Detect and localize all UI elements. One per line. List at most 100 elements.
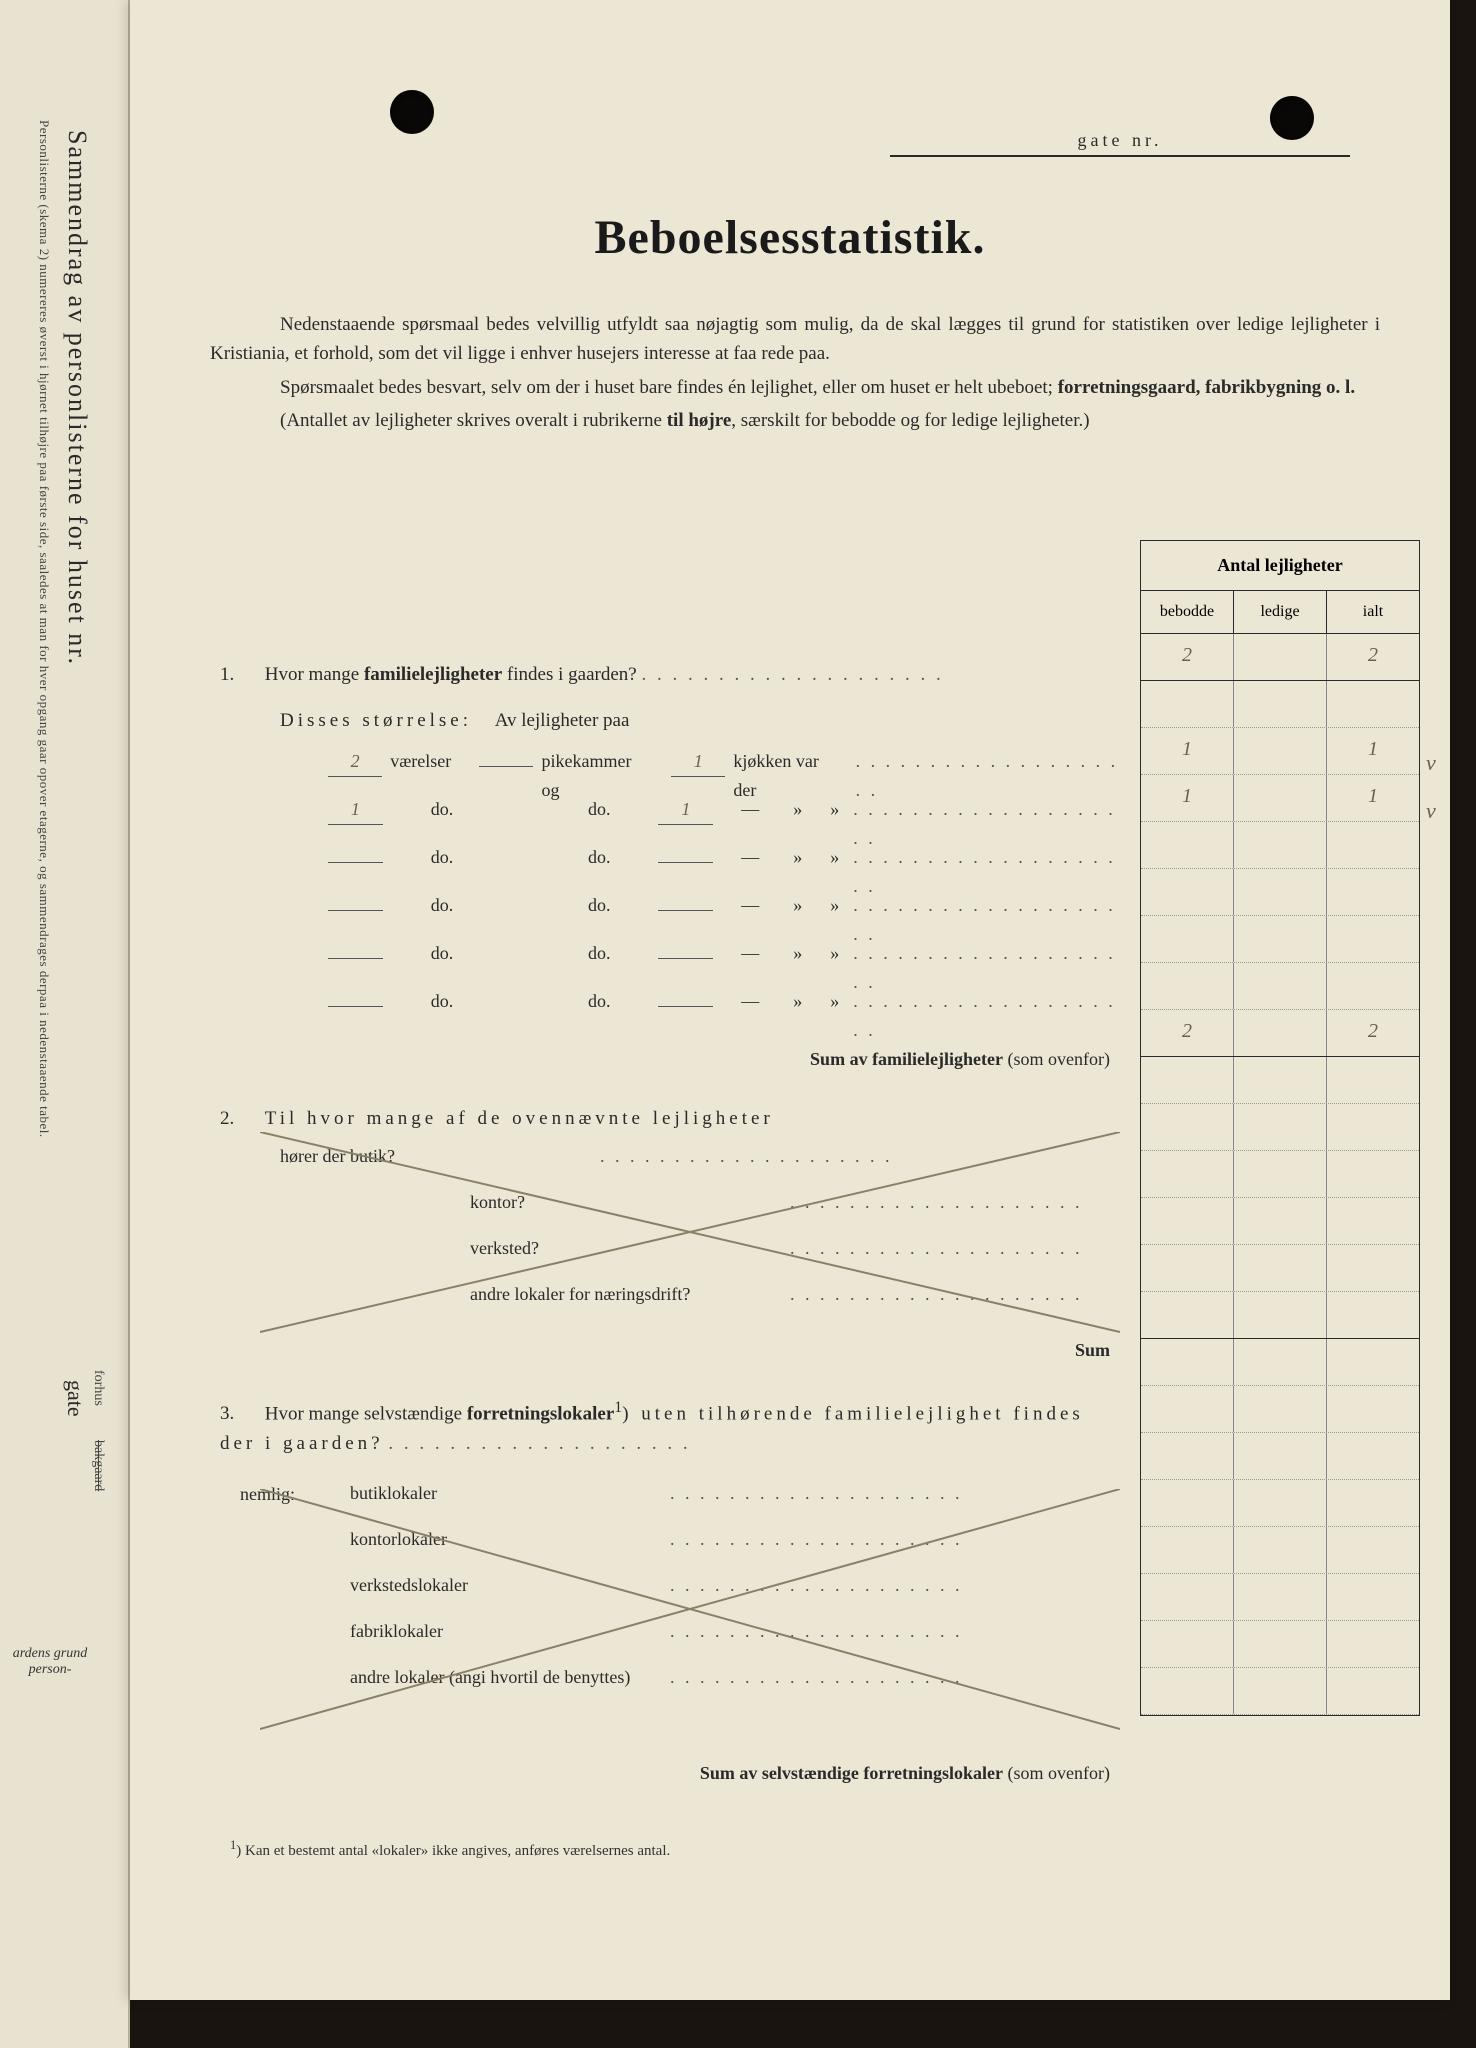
table-row xyxy=(1141,681,1419,728)
table-cell xyxy=(1141,963,1234,1009)
table-cell xyxy=(1234,1057,1327,1103)
table-cell xyxy=(1234,634,1327,680)
table-cell: 1 xyxy=(1141,728,1234,774)
table-cell xyxy=(1141,916,1234,962)
table-cell xyxy=(1141,1198,1234,1244)
table-cell: 1 xyxy=(1327,728,1419,774)
table-cell xyxy=(1234,869,1327,915)
table-row xyxy=(1141,1386,1419,1433)
table-cell xyxy=(1327,1668,1419,1714)
footnote: 1) Kan et bestemt antal «lokaler» ikke a… xyxy=(230,1838,670,1860)
table-cell xyxy=(1141,1292,1234,1338)
table-cell xyxy=(1234,1527,1327,1573)
table-row xyxy=(1141,1198,1419,1245)
margin-mark: v xyxy=(1426,798,1436,824)
table-row xyxy=(1141,916,1419,963)
table-cell xyxy=(1141,1668,1234,1714)
size-row: do.do.—»» xyxy=(320,843,1120,891)
table-cell xyxy=(1141,1057,1234,1103)
q3-sum: Sum av selvstændige forretningslokaler (… xyxy=(220,1759,1120,1788)
table-cell xyxy=(1141,1386,1234,1432)
q1-sum: Sum av familielejligheter (som ovenfor) xyxy=(220,1045,1120,1074)
q3-item: fabriklokaler xyxy=(350,1617,1120,1663)
table-row xyxy=(1141,1433,1419,1480)
table-cell xyxy=(1327,1104,1419,1150)
table-row: 11 xyxy=(1141,775,1419,822)
table-cell xyxy=(1234,1574,1327,1620)
size-row: 2værelserpikekammer og1kjøkken var der xyxy=(320,747,1120,795)
table-cell xyxy=(1234,728,1327,774)
table-cell xyxy=(1327,1480,1419,1526)
margin-mark: v xyxy=(1426,750,1436,776)
table-cell: 1 xyxy=(1141,775,1234,821)
q2-sum: Sum xyxy=(220,1336,1120,1365)
left-strip: Personlisterne (skema 2) numereres øvers… xyxy=(0,0,130,2048)
gate-label: gate nr. xyxy=(890,130,1350,157)
left-bakgaard: bakgaard xyxy=(90,1440,106,1491)
table-header-top: Antal lejligheter xyxy=(1141,541,1419,591)
q2-item: andre lokaler for næringsdrift? xyxy=(350,1280,1120,1326)
size-row: do.do.—»» xyxy=(320,891,1120,939)
table-cell xyxy=(1327,1621,1419,1667)
table-cell xyxy=(1327,1292,1419,1338)
table-cell xyxy=(1234,916,1327,962)
q2-item: kontor? xyxy=(350,1188,1120,1234)
table-cell xyxy=(1234,1292,1327,1338)
table-cell xyxy=(1141,869,1234,915)
col-ledige: ledige xyxy=(1234,591,1327,633)
table-cell xyxy=(1234,1245,1327,1291)
table-row xyxy=(1141,1668,1419,1715)
table-cell xyxy=(1141,1151,1234,1197)
table-row xyxy=(1141,1574,1419,1621)
table-row xyxy=(1141,869,1419,916)
q2-item: verksted? xyxy=(350,1234,1120,1280)
table-cell xyxy=(1327,1433,1419,1479)
q3-item: verkstedslokaler xyxy=(350,1571,1120,1617)
table-row: 22 xyxy=(1141,1010,1419,1057)
table-row xyxy=(1141,963,1419,1010)
stat-table: Antal lejligheter bebodde ledige ialt 22… xyxy=(1140,540,1420,1716)
table-cell xyxy=(1234,1480,1327,1526)
table-cell xyxy=(1141,1527,1234,1573)
table-cell xyxy=(1327,1574,1419,1620)
table-cell xyxy=(1141,681,1234,727)
size-row: do.do.—»» xyxy=(320,987,1120,1035)
table-cell: 2 xyxy=(1327,634,1419,680)
table-cell xyxy=(1327,916,1419,962)
left-forhus: forhus xyxy=(90,1370,106,1406)
table-cell xyxy=(1141,1433,1234,1479)
table-cell xyxy=(1327,1151,1419,1197)
table-cell xyxy=(1327,869,1419,915)
page-wrap: Personlisterne (skema 2) numereres øvers… xyxy=(0,0,1476,2048)
questions: 1. Hvor mange familielejligheter findes … xyxy=(220,660,1120,1787)
left-title: Sammendrag av personlisterne for huset n… xyxy=(62,130,92,666)
table-cell xyxy=(1234,681,1327,727)
table-cell xyxy=(1141,1245,1234,1291)
table-cell xyxy=(1234,822,1327,868)
q1: 1. Hvor mange familielejligheter findes … xyxy=(220,660,1120,690)
table-row xyxy=(1141,1480,1419,1527)
table-cell xyxy=(1234,1151,1327,1197)
table-cell xyxy=(1141,1480,1234,1526)
intro-p3: (Antallet av lejligheter skrives overalt… xyxy=(210,406,1380,435)
q1-size-intro: Disses størrelse: Av lejligheter paa xyxy=(280,706,1120,736)
table-cell xyxy=(1234,1010,1327,1056)
table-cell xyxy=(1327,1198,1419,1244)
size-row: 1do.do.1—»» xyxy=(320,795,1120,843)
q3-item: andre lokaler (angi hvortil de benyttes) xyxy=(350,1663,1120,1709)
table-cell xyxy=(1234,1104,1327,1150)
col-ialt: ialt xyxy=(1327,591,1419,633)
table-row xyxy=(1141,1292,1419,1339)
table-row xyxy=(1141,1621,1419,1668)
table-row xyxy=(1141,822,1419,869)
intro-p2: Spørsmaalet bedes besvart, selv om der i… xyxy=(210,373,1380,402)
page-title: Beboelsesstatistik. xyxy=(130,210,1450,265)
left-bottom-note: ardens grund person- xyxy=(0,1646,120,1678)
punch-hole-left xyxy=(390,90,434,134)
table-cell: 1 xyxy=(1327,775,1419,821)
table-cell xyxy=(1234,1668,1327,1714)
table-cell xyxy=(1234,775,1327,821)
table-cell xyxy=(1327,1386,1419,1432)
table-cell xyxy=(1234,963,1327,1009)
table-cell xyxy=(1141,1574,1234,1620)
